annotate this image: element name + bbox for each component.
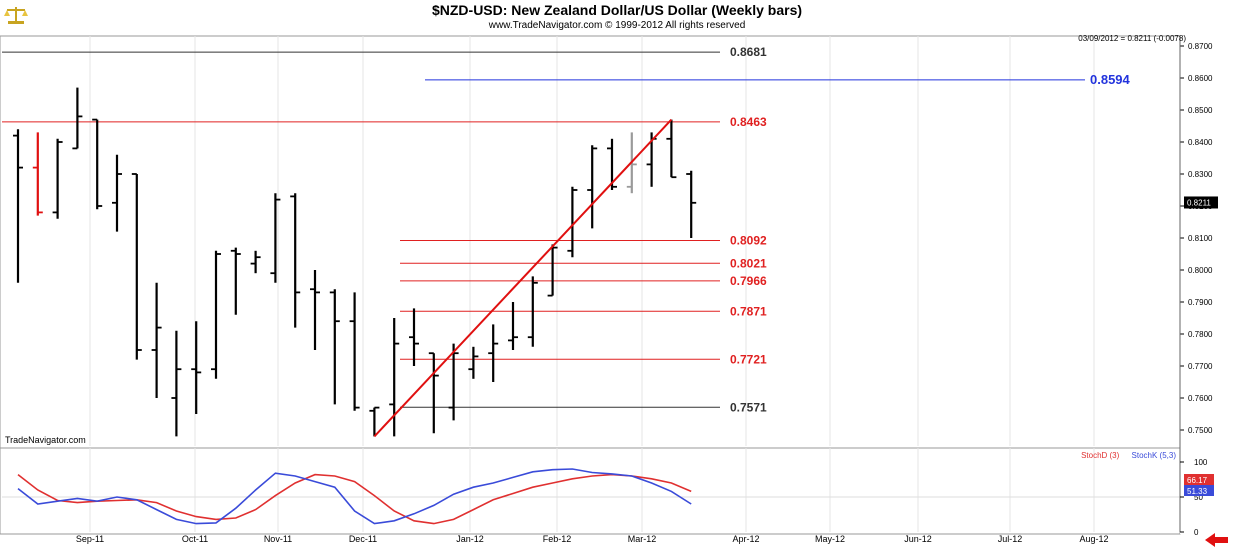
- level-label: 0.7871: [730, 304, 767, 318]
- legend-stoch-d: StochD (3): [1081, 451, 1120, 460]
- stoch-legend: StochD (3) StochK (5,3): [1081, 451, 1176, 460]
- x-tick-label: Mar-12: [628, 534, 657, 544]
- y-tick-label: 0.8300: [1188, 170, 1213, 179]
- y-tick-label: 0.8600: [1188, 74, 1213, 83]
- level-label: 0.7966: [730, 274, 767, 288]
- y-tick-label: 0.8000: [1188, 266, 1213, 275]
- x-tick-label: Oct-11: [182, 534, 208, 544]
- chart-subtitle: www.TradeNavigator.com © 1999-2012 All r…: [488, 20, 746, 31]
- stoch-series-line: [17, 468, 692, 525]
- trade-navigator-logo-icon: [4, 7, 28, 24]
- current-price-label: 0.8211: [1187, 198, 1211, 207]
- axis-strip: [1180, 36, 1234, 534]
- logo-base: [8, 21, 24, 24]
- level-label: 0.8681: [730, 45, 767, 59]
- chart-title: $NZD-USD: New Zealand Dollar/US Dollar (…: [431, 2, 803, 18]
- stoch-panel: [0, 447, 1181, 535]
- stoch-series-line: [17, 473, 692, 525]
- y-tick-label: 0.7500: [1188, 426, 1213, 435]
- stoch-tick-label: 50: [1194, 493, 1203, 502]
- level-label: 0.8463: [730, 115, 767, 129]
- level-label: 0.7571: [730, 400, 767, 414]
- y-tick-label: 0.8400: [1188, 138, 1213, 147]
- x-tick-label: Feb-12: [543, 534, 572, 544]
- x-tick-label: Sep-11: [76, 534, 104, 544]
- x-tick-label: Nov-11: [264, 534, 292, 544]
- stoch-value-label: 51.33: [1187, 487, 1208, 496]
- x-tick-label: Aug-12: [1079, 534, 1108, 544]
- stoch-tick-label: 0: [1194, 528, 1199, 537]
- current-price-box: [1184, 196, 1218, 209]
- x-tick-label: Jul-12: [998, 534, 1023, 544]
- logo-post: [15, 7, 17, 23]
- stoch-value-box: [1184, 485, 1214, 496]
- y-tick-label: 0.8700: [1188, 42, 1213, 51]
- level-label: 0.8092: [730, 234, 767, 248]
- watermark-text: TradeNavigator.com: [5, 435, 86, 445]
- level-label: 0.8594: [1090, 72, 1131, 87]
- x-tick-label: May-12: [815, 534, 845, 544]
- stoch-tick-label: 100: [1194, 458, 1208, 467]
- y-tick-label: 0.7700: [1188, 362, 1213, 371]
- y-tick-label: 0.7800: [1188, 330, 1213, 339]
- x-tick-label: Dec-11: [349, 534, 377, 544]
- y-tick-label: 0.8500: [1188, 106, 1213, 115]
- scroll-left-arrow-icon: [1205, 533, 1228, 547]
- y-tick-label: 0.7600: [1188, 394, 1213, 403]
- logo-pan-right: [22, 10, 28, 16]
- price-info: 03/09/2012 = 0.8211 (-0.0078): [1078, 34, 1186, 43]
- legend-stoch-k: StochK (5,3): [1131, 451, 1176, 460]
- x-tick-label: Jan-12: [456, 534, 484, 544]
- level-label: 0.8021: [730, 256, 767, 270]
- logo-pan-left: [4, 10, 10, 16]
- stoch-value-label: 66.17: [1187, 476, 1208, 485]
- x-tick-label: Jun-12: [904, 534, 932, 544]
- x-tick-label: Apr-12: [732, 534, 759, 544]
- trend-line: [373, 118, 673, 438]
- level-label: 0.7721: [730, 352, 767, 366]
- stoch-value-box: [1184, 474, 1214, 485]
- y-tick-label: 0.7900: [1188, 298, 1213, 307]
- y-tick-label: 0.8100: [1188, 234, 1213, 243]
